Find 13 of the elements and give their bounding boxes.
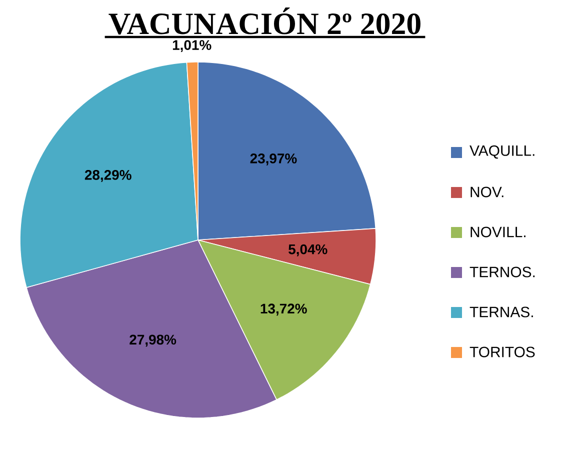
data-label: 28,29% [84,170,132,182]
legend-label: VAQUILL. [470,145,534,159]
data-label: 13,72% [260,304,307,316]
data-label: 27,98% [130,334,176,347]
data-label: 23,97% [250,153,297,166]
legend-label: TERNOS. [470,266,535,278]
legend-label: NOVILL. [470,226,526,238]
data-label: 5,04% [288,244,328,256]
legend-label: TORITOS [470,346,535,358]
legend-label: TERNAS. [470,306,533,318]
chart-title: VACUNACIÓN 2º 2020 [108,7,420,34]
data-label: 1,01% [172,40,212,52]
legend-label: NOV. [470,186,504,198]
